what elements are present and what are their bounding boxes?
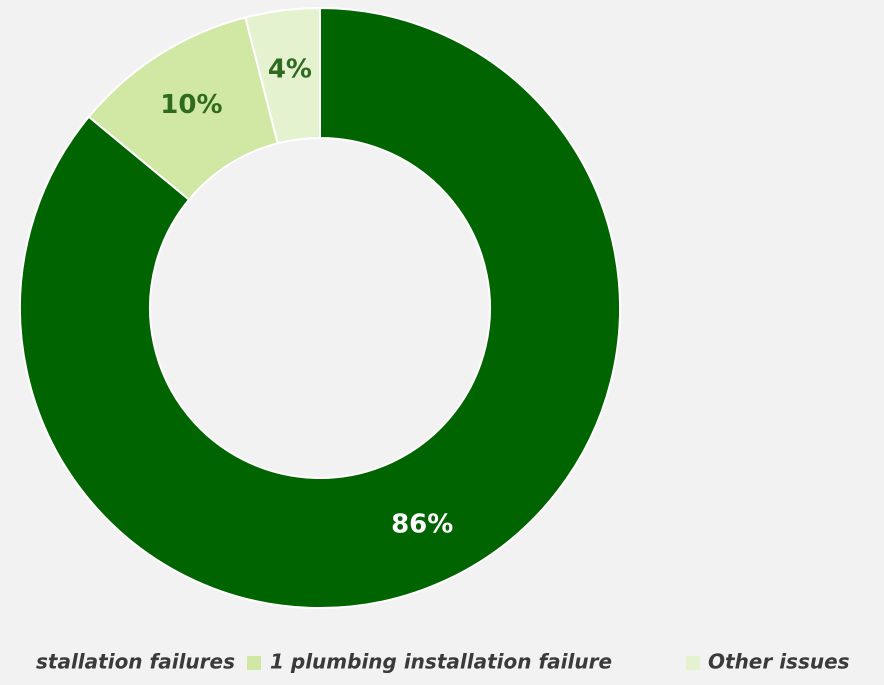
legend-text: Other issues	[708, 650, 850, 674]
legend-marker	[686, 656, 700, 670]
slice-label: 4%	[268, 54, 312, 84]
donut-slice	[244, 6, 321, 145]
legend-text: stallation failures	[36, 650, 235, 674]
slice-label: 86%	[391, 510, 453, 540]
legend-text: 1 plumbing installation failure	[270, 650, 612, 674]
slice-label: 10%	[160, 90, 222, 120]
legend-marker	[247, 656, 261, 670]
donut-slice	[19, 6, 621, 609]
